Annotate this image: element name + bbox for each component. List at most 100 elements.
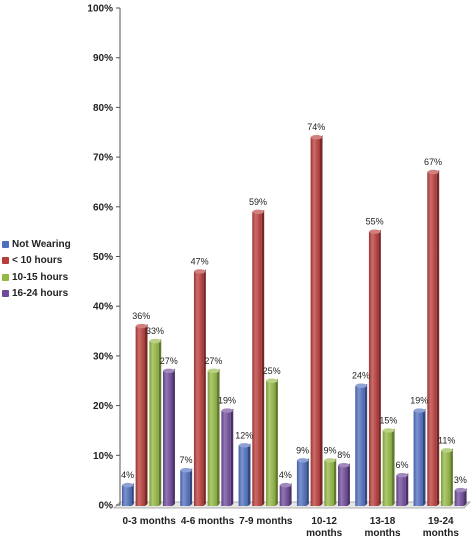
bar-top bbox=[454, 487, 467, 493]
bar bbox=[252, 211, 262, 506]
bar bbox=[355, 385, 365, 506]
bar-side bbox=[422, 408, 426, 506]
data-label: 6% bbox=[396, 460, 409, 470]
bar-side bbox=[230, 408, 234, 506]
bar bbox=[265, 380, 276, 506]
bar bbox=[207, 370, 218, 506]
bar-top bbox=[266, 378, 278, 383]
bar-side bbox=[392, 428, 395, 506]
bar bbox=[338, 465, 348, 506]
data-label: 27% bbox=[160, 356, 178, 366]
data-label: 4% bbox=[279, 470, 292, 480]
x-tick-label: 0-3 months bbox=[122, 516, 176, 527]
x-tick-label: 13-18 bbox=[370, 516, 396, 527]
legend-label: 10-15 hours bbox=[12, 271, 69, 283]
bar-side bbox=[158, 338, 162, 506]
bar-top bbox=[163, 368, 175, 374]
bar-top bbox=[369, 229, 381, 234]
data-label: 4% bbox=[121, 470, 134, 480]
x-tick-label: 19-24 bbox=[428, 516, 454, 527]
bar-top bbox=[338, 463, 350, 468]
bar-top bbox=[427, 169, 439, 175]
x-tick-label: 4-6 months bbox=[181, 516, 235, 527]
bar-top bbox=[238, 443, 251, 448]
data-label: 3% bbox=[454, 475, 467, 485]
y-tick-label: 10% bbox=[93, 451, 113, 462]
bar-side bbox=[464, 488, 467, 506]
bar-top bbox=[279, 482, 292, 488]
bar-side bbox=[320, 135, 323, 506]
legend-item: 10-15 hours bbox=[2, 269, 71, 286]
data-label: 55% bbox=[366, 217, 384, 227]
bar-side bbox=[405, 473, 409, 506]
y-tick-label: 60% bbox=[93, 202, 113, 213]
data-label: 36% bbox=[132, 311, 150, 321]
bar-side bbox=[333, 458, 337, 506]
bar bbox=[427, 172, 437, 506]
data-label: 19% bbox=[218, 396, 236, 406]
bar-side bbox=[189, 468, 193, 506]
data-label: 7% bbox=[179, 455, 192, 465]
bar-top bbox=[297, 458, 309, 463]
data-label: 59% bbox=[249, 197, 267, 207]
bar-side bbox=[217, 368, 220, 506]
legend-label: 16-24 hours bbox=[12, 288, 69, 300]
bar-side bbox=[289, 483, 292, 506]
bar-side bbox=[261, 209, 265, 506]
legend-swatch bbox=[2, 290, 9, 298]
bar-side bbox=[436, 170, 440, 506]
y-tick-label: 80% bbox=[93, 103, 113, 114]
y-tick-label: 20% bbox=[93, 401, 113, 412]
bar bbox=[149, 340, 159, 506]
data-label: 12% bbox=[235, 430, 253, 440]
data-labels: 4% 36% 33% 27% 7% 47% 27% 19% 12% 59% 25% 4% 9% 74% 9%… bbox=[121, 122, 467, 485]
bar-top bbox=[180, 468, 192, 473]
x-tick-label: 10-12 bbox=[311, 516, 337, 527]
bar bbox=[396, 475, 406, 506]
bar-side bbox=[247, 443, 251, 506]
x-tick-label: months bbox=[423, 528, 460, 539]
bar-top bbox=[382, 428, 395, 433]
data-label: 15% bbox=[379, 415, 397, 425]
legend-item: Not Wearing bbox=[2, 236, 71, 253]
bar-top bbox=[135, 323, 148, 329]
bar bbox=[413, 410, 423, 506]
legend-label: Not Wearing bbox=[12, 238, 71, 250]
data-label: 33% bbox=[146, 326, 164, 336]
bar-side bbox=[378, 229, 381, 506]
legend-swatch bbox=[2, 257, 9, 265]
data-label: 9% bbox=[296, 445, 309, 455]
bar-side bbox=[364, 383, 368, 506]
data-label: 25% bbox=[263, 366, 281, 376]
data-label: 19% bbox=[410, 396, 428, 406]
bar-top bbox=[441, 448, 453, 453]
bar-top bbox=[221, 408, 233, 413]
y-tick-label: 70% bbox=[93, 153, 113, 164]
bar-side bbox=[131, 483, 134, 506]
y-tick-label: 40% bbox=[93, 302, 113, 313]
x-tick-label: 7-9 months bbox=[239, 516, 293, 527]
bar-side bbox=[306, 458, 309, 506]
bar bbox=[238, 445, 248, 506]
x-tick-label: months bbox=[306, 528, 343, 539]
data-label: 74% bbox=[307, 122, 325, 132]
legend: Not Wearing < 10 hours 10-15 hours 16-24 ho… bbox=[2, 236, 71, 302]
bar bbox=[368, 231, 379, 506]
legend-swatch bbox=[2, 273, 9, 281]
legend-label: < 10 hours bbox=[12, 255, 63, 267]
bar-top bbox=[149, 338, 161, 344]
bar-top bbox=[324, 458, 336, 463]
bar bbox=[440, 450, 451, 506]
data-label: 8% bbox=[337, 450, 350, 460]
legend-swatch bbox=[2, 240, 9, 248]
bar-top bbox=[122, 482, 134, 488]
bar-side bbox=[145, 324, 148, 506]
bar bbox=[221, 410, 231, 506]
x-tick-label: months bbox=[364, 528, 401, 539]
bar-top bbox=[413, 408, 426, 413]
bar bbox=[279, 485, 290, 506]
bar-side bbox=[275, 378, 278, 506]
bar-side bbox=[203, 269, 206, 506]
bar-top bbox=[396, 472, 408, 478]
